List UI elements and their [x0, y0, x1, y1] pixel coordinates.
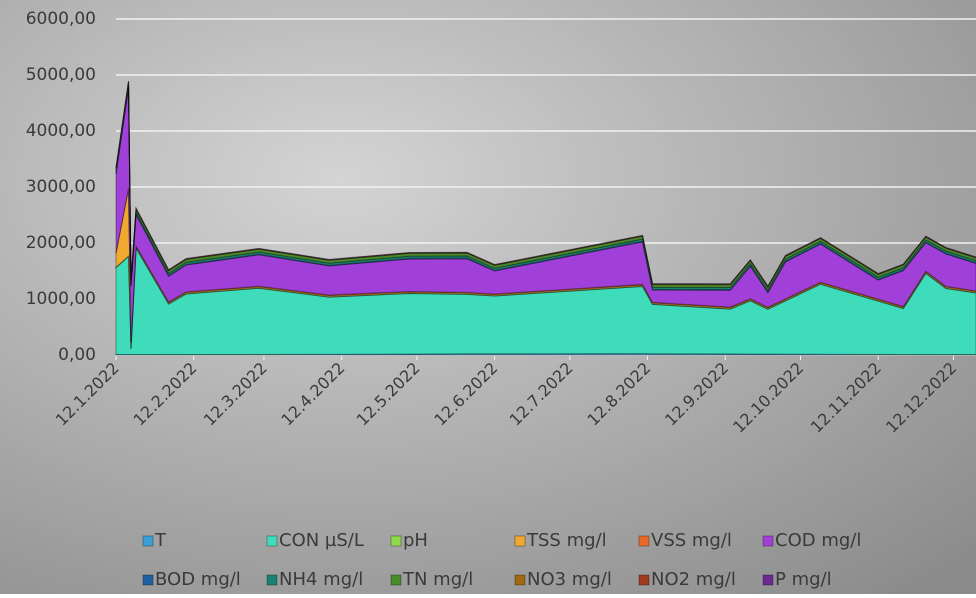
legend-label: NH4 mg/l [279, 569, 363, 590]
area [115, 84, 976, 294]
legend-swatch [266, 535, 278, 547]
legend-item: pH [390, 530, 428, 551]
area [115, 246, 976, 356]
legend-item: P mg/l [762, 569, 832, 590]
legend-label: T [154, 530, 167, 551]
legend-item: CON µS/L [266, 530, 364, 551]
area [115, 188, 976, 349]
legend-swatch [142, 574, 154, 586]
y-tick-label: 1000,00 [26, 289, 96, 309]
area [115, 80, 976, 288]
y-tick-label: 2000,00 [26, 233, 96, 253]
legend-label: P mg/l [775, 569, 832, 590]
area [115, 81, 976, 288]
legend-label: BOD mg/l [155, 569, 241, 590]
area [115, 188, 976, 343]
legend-item: NH4 mg/l [266, 569, 363, 590]
legend-label: COD mg/l [775, 530, 861, 551]
area [115, 86, 976, 294]
legend-label: TN mg/l [402, 569, 473, 590]
area [115, 81, 976, 288]
area [115, 87, 976, 343]
legend-swatch [514, 574, 526, 586]
y-tick-label: 6000,00 [26, 9, 96, 29]
area [115, 245, 976, 349]
legend-swatch [390, 535, 402, 547]
legend-item: NO3 mg/l [514, 569, 612, 590]
legend-label: VSS mg/l [651, 530, 732, 551]
legend-item: NO2 mg/l [638, 569, 736, 590]
legend-item: BOD mg/l [142, 569, 241, 590]
area [115, 353, 976, 356]
legend-label: NO3 mg/l [527, 569, 612, 590]
legend-swatch [762, 535, 774, 547]
legend-swatch [638, 535, 650, 547]
legend-swatch [762, 574, 774, 586]
legend-swatch [390, 574, 402, 586]
y-tick-label: 5000,00 [26, 65, 96, 85]
legend-item: TSS mg/l [514, 530, 607, 551]
legend-label: TSS mg/l [526, 530, 607, 551]
legend-item: COD mg/l [762, 530, 861, 551]
legend-item: T [142, 530, 167, 551]
legend-item: VSS mg/l [638, 530, 732, 551]
legend-swatch [638, 574, 650, 586]
legend-swatch [142, 535, 154, 547]
legend-item: TN mg/l [390, 569, 473, 590]
y-tick-label: 0,00 [58, 345, 96, 365]
y-tick-label: 3000,00 [26, 177, 96, 197]
legend-swatch [514, 535, 526, 547]
area [115, 81, 976, 291]
legend-label: CON µS/L [279, 530, 364, 551]
legend-swatch [266, 574, 278, 586]
legend-label: pH [403, 530, 428, 551]
y-tick-label: 4000,00 [26, 121, 96, 141]
legend-label: NO2 mg/l [651, 569, 736, 590]
